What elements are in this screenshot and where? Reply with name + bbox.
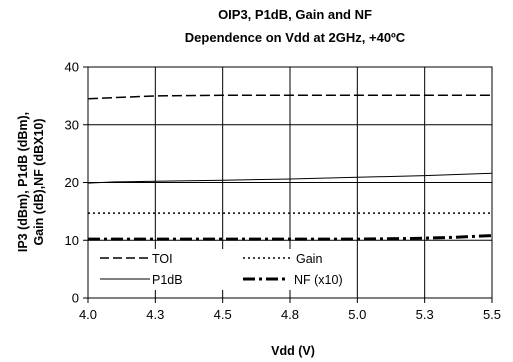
x-tick-label: 4.8	[281, 307, 299, 322]
y-tick-label: 10	[65, 233, 79, 248]
series-line-p1db	[87, 172, 493, 184]
x-tick-label: 4.5	[214, 307, 232, 322]
x-tick-label: 5.3	[416, 307, 434, 322]
legend-label-toi: TOI	[152, 252, 173, 266]
legend-label-p1db: P1dB	[152, 273, 183, 287]
y-axis-title-line-2: Gain (dB),NF (dBX10)	[32, 118, 46, 245]
x-axis-title: Vdd (V)	[271, 344, 315, 358]
y-tick-label: 40	[65, 60, 79, 75]
y-tick-label: 0	[72, 291, 79, 306]
x-tick-label: 4.3	[146, 307, 164, 322]
y-tick-label: 30	[65, 117, 79, 132]
legend-box	[93, 249, 349, 290]
legend-label-nf: NF (x10)	[294, 273, 343, 287]
y-tick-label: 20	[65, 175, 79, 190]
chart-subtitle: Dependence on Vdd at 2GHz, +40ºC	[185, 30, 406, 45]
series-line-nf-x10	[88, 234, 493, 241]
legend: TOI Gain P1dB NF (x10)	[93, 249, 349, 290]
x-tick-label: 5.0	[348, 307, 366, 322]
x-tick-label: 4.0	[79, 307, 97, 322]
y-axis-title-line-1: IP3 (dBm), P1dB (dBm),	[16, 112, 30, 252]
x-tick-label: 5.5	[483, 307, 501, 322]
chart-title: OIP3, P1dB, Gain and NF	[218, 7, 372, 22]
legend-label-gain: Gain	[296, 252, 322, 266]
plot-frame	[87, 66, 493, 299]
series-line-toi	[87, 94, 492, 100]
